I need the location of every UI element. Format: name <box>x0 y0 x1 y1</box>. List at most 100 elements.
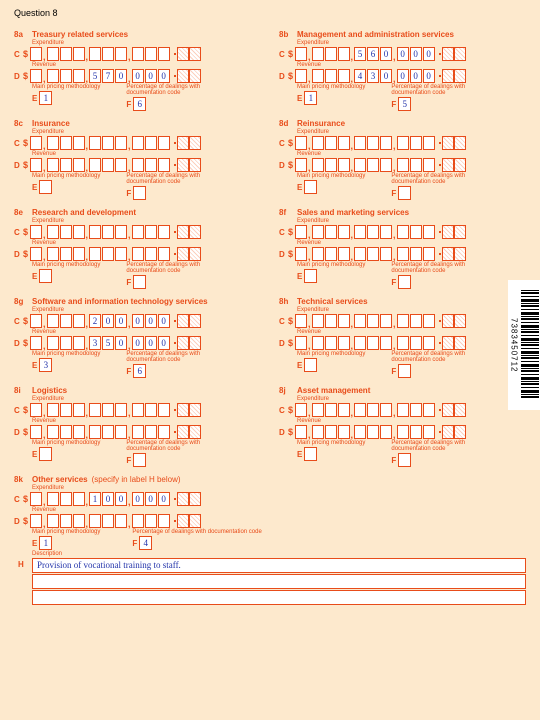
digit-cell[interactable] <box>60 403 72 417</box>
digit-cell[interactable] <box>410 225 422 239</box>
digit-cell[interactable] <box>73 158 85 172</box>
digit-cell[interactable] <box>73 514 85 528</box>
digit-cell[interactable] <box>115 158 127 172</box>
digit-cell[interactable] <box>158 136 170 150</box>
digit-cell[interactable] <box>47 403 59 417</box>
digit-cell[interactable]: 0 <box>102 314 114 328</box>
digit-cell[interactable] <box>158 247 170 261</box>
digit-cell[interactable] <box>47 136 59 150</box>
digit-cell[interactable] <box>325 403 337 417</box>
digit-cell[interactable] <box>60 425 72 439</box>
digit-cell[interactable]: 0 <box>115 492 127 506</box>
digit-cell[interactable] <box>367 425 379 439</box>
digit-cell[interactable] <box>380 158 392 172</box>
e-cell[interactable] <box>304 358 317 372</box>
digit-cell[interactable] <box>338 425 350 439</box>
f-cell[interactable] <box>133 275 146 289</box>
digit-cell[interactable] <box>423 425 435 439</box>
digit-cell[interactable] <box>410 314 422 328</box>
digit-cell[interactable] <box>60 336 72 350</box>
digit-cell[interactable] <box>115 403 127 417</box>
digit-cell[interactable] <box>158 47 170 61</box>
digit-cell[interactable] <box>115 425 127 439</box>
digit-cell[interactable] <box>380 314 392 328</box>
digit-cell[interactable] <box>325 158 337 172</box>
f-cell[interactable] <box>398 275 411 289</box>
digit-cell[interactable] <box>30 136 42 150</box>
digit-cell[interactable] <box>423 403 435 417</box>
digit-cell[interactable] <box>295 314 307 328</box>
digit-cell[interactable] <box>325 69 337 83</box>
digit-cell[interactable] <box>354 336 366 350</box>
digit-cell[interactable] <box>89 225 101 239</box>
digit-cell[interactable] <box>367 314 379 328</box>
digit-cell[interactable]: 3 <box>367 69 379 83</box>
digit-cell[interactable] <box>115 47 127 61</box>
digit-cell[interactable] <box>132 403 144 417</box>
digit-cell[interactable]: 0 <box>397 47 409 61</box>
digit-cell[interactable] <box>410 247 422 261</box>
digit-cell[interactable] <box>60 158 72 172</box>
digit-cell[interactable] <box>354 136 366 150</box>
digit-cell[interactable] <box>30 247 42 261</box>
digit-cell[interactable]: 4 <box>354 69 366 83</box>
digit-cell[interactable] <box>30 336 42 350</box>
digit-cell[interactable]: 0 <box>132 69 144 83</box>
digit-cell[interactable] <box>338 314 350 328</box>
digit-cell[interactable] <box>145 425 157 439</box>
e-cell[interactable] <box>39 269 52 283</box>
digit-cell[interactable] <box>102 403 114 417</box>
digit-cell[interactable] <box>89 403 101 417</box>
digit-cell[interactable] <box>89 247 101 261</box>
f-cell[interactable]: 4 <box>139 536 152 550</box>
digit-cell[interactable]: 0 <box>158 314 170 328</box>
e-cell[interactable] <box>304 447 317 461</box>
digit-cell[interactable] <box>354 403 366 417</box>
digit-cell[interactable]: 0 <box>380 69 392 83</box>
digit-cell[interactable] <box>325 225 337 239</box>
digit-cell[interactable] <box>115 514 127 528</box>
digit-cell[interactable] <box>30 425 42 439</box>
digit-cell[interactable]: 0 <box>410 47 422 61</box>
digit-cell[interactable] <box>73 247 85 261</box>
digit-cell[interactable]: 0 <box>115 336 127 350</box>
digit-cell[interactable] <box>102 225 114 239</box>
digit-cell[interactable] <box>132 425 144 439</box>
digit-cell[interactable] <box>397 225 409 239</box>
digit-cell[interactable] <box>367 403 379 417</box>
digit-cell[interactable] <box>325 47 337 61</box>
digit-cell[interactable] <box>60 247 72 261</box>
digit-cell[interactable] <box>30 492 42 506</box>
digit-cell[interactable] <box>338 403 350 417</box>
digit-cell[interactable] <box>397 247 409 261</box>
digit-cell[interactable] <box>295 225 307 239</box>
digit-cell[interactable] <box>312 69 324 83</box>
digit-cell[interactable] <box>312 314 324 328</box>
digit-cell[interactable] <box>338 336 350 350</box>
digit-cell[interactable] <box>423 336 435 350</box>
digit-cell[interactable] <box>30 158 42 172</box>
digit-cell[interactable] <box>295 403 307 417</box>
digit-cell[interactable] <box>158 425 170 439</box>
digit-cell[interactable] <box>397 158 409 172</box>
digit-cell[interactable] <box>102 247 114 261</box>
digit-cell[interactable]: 2 <box>89 314 101 328</box>
digit-cell[interactable] <box>73 336 85 350</box>
f-cell[interactable]: 6 <box>133 97 146 111</box>
digit-cell[interactable] <box>47 314 59 328</box>
digit-cell[interactable] <box>132 225 144 239</box>
digit-cell[interactable] <box>73 225 85 239</box>
digit-cell[interactable] <box>73 403 85 417</box>
digit-cell[interactable] <box>367 247 379 261</box>
digit-cell[interactable] <box>89 158 101 172</box>
f-cell[interactable]: 6 <box>133 364 146 378</box>
digit-cell[interactable]: 5 <box>89 69 101 83</box>
digit-cell[interactable]: 5 <box>354 47 366 61</box>
digit-cell[interactable] <box>30 47 42 61</box>
digit-cell[interactable]: 0 <box>145 336 157 350</box>
digit-cell[interactable]: 0 <box>158 336 170 350</box>
digit-cell[interactable] <box>380 403 392 417</box>
digit-cell[interactable] <box>158 514 170 528</box>
digit-cell[interactable] <box>312 403 324 417</box>
digit-cell[interactable]: 0 <box>115 314 127 328</box>
